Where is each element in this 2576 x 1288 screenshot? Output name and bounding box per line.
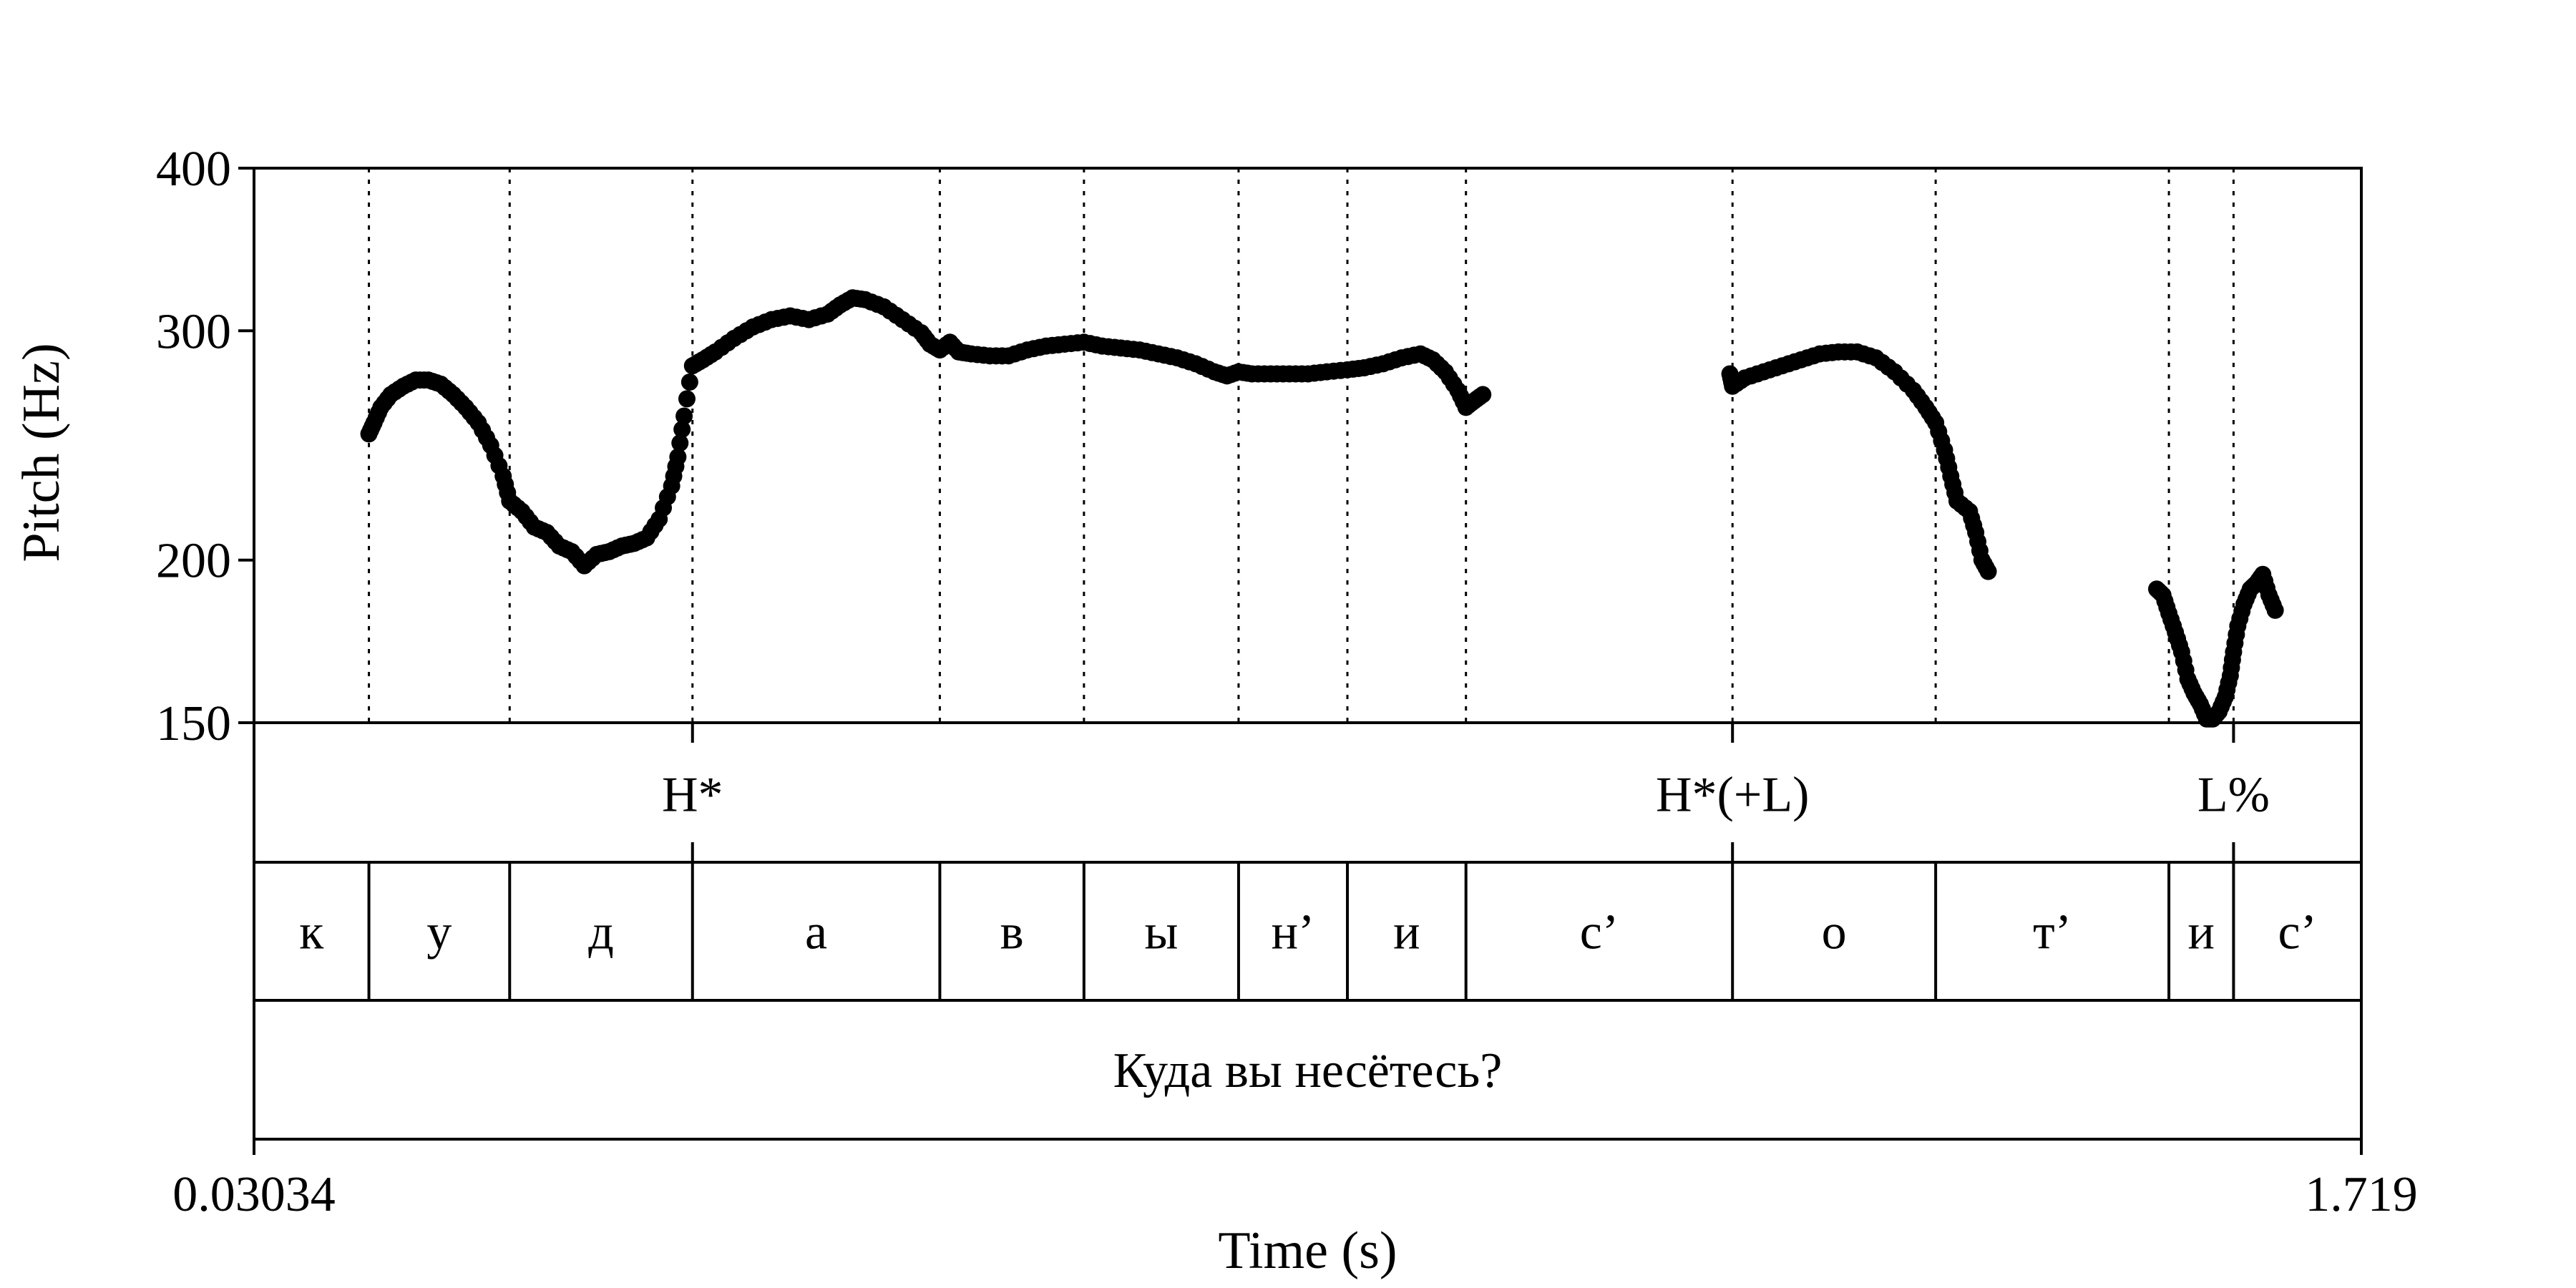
y-tick-label: 400 xyxy=(156,142,231,197)
pitch-point xyxy=(669,448,687,466)
y-tick-label: 300 xyxy=(156,304,231,359)
pitch-point xyxy=(1474,386,1492,404)
y-axis-label: Pitch (Hz) xyxy=(12,343,71,562)
segment-label: н’ xyxy=(1272,905,1315,960)
pitch-point xyxy=(2266,601,2284,619)
segment-label: д xyxy=(588,905,614,960)
segment-label: и xyxy=(1393,905,1420,960)
y-tick-label: 150 xyxy=(156,696,231,751)
pitch-point xyxy=(678,390,696,408)
pitch-point xyxy=(675,407,693,425)
segment-label: т’ xyxy=(2033,905,2072,960)
segment-label: в xyxy=(1000,905,1024,960)
pitch-point xyxy=(673,421,691,439)
segment-label: и xyxy=(2188,905,2215,960)
tone-label: H*(+L) xyxy=(1656,768,1809,823)
segment-boundary-grid xyxy=(368,168,2235,723)
segment-label: а xyxy=(805,905,827,960)
plot-frame xyxy=(238,167,2363,1155)
segment-label: к xyxy=(299,905,324,960)
tone-label: L% xyxy=(2197,768,2270,823)
outer-frame xyxy=(253,167,2363,1141)
sentence-label: Куда вы несётесь? xyxy=(1113,1043,1503,1098)
segment-label: о xyxy=(1822,905,1847,960)
tone-label: H* xyxy=(662,768,723,823)
segment-label: с’ xyxy=(2278,905,2317,960)
pitch-point xyxy=(680,373,698,391)
segment-label: с’ xyxy=(1580,905,1619,960)
segment-label: ы xyxy=(1144,905,1178,960)
x-axis-label: Time (s) xyxy=(1218,1221,1397,1280)
pitch-point xyxy=(671,434,689,452)
pitch-point xyxy=(1979,562,1997,580)
chart-text: 150 200 300 400 0.03034 1.719 Pitch (Hz) Time (… xyxy=(12,142,2418,1280)
segment-label: у xyxy=(426,905,452,960)
x-tick-label: 0.03034 xyxy=(172,1167,336,1222)
y-tick-label: 200 xyxy=(156,534,231,589)
x-tick-label: 1.719 xyxy=(2305,1167,2418,1222)
pitch-contour xyxy=(360,289,2284,728)
